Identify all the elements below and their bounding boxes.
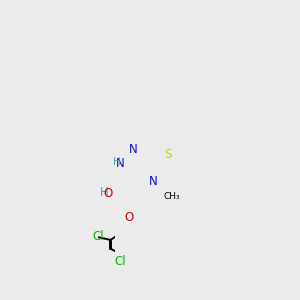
Text: S: S bbox=[164, 148, 172, 161]
Text: Cl: Cl bbox=[92, 230, 104, 243]
Text: H: H bbox=[100, 186, 108, 199]
Text: H: H bbox=[113, 157, 121, 167]
Text: Cl: Cl bbox=[115, 255, 126, 268]
Text: N: N bbox=[129, 143, 138, 156]
Text: N: N bbox=[149, 175, 158, 188]
Text: O: O bbox=[103, 187, 113, 200]
Text: N: N bbox=[116, 158, 125, 170]
Text: O: O bbox=[124, 211, 134, 224]
Text: CH₃: CH₃ bbox=[164, 192, 181, 201]
